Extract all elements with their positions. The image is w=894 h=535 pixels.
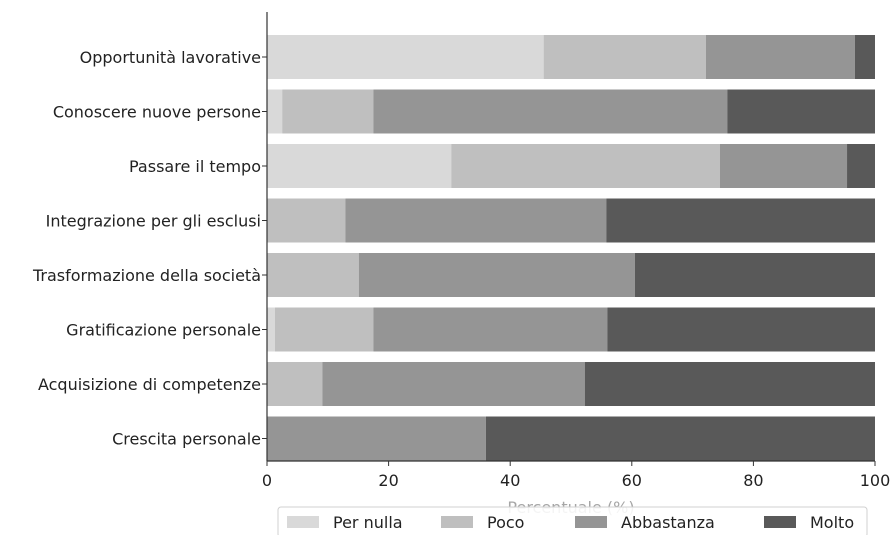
category-labels: Opportunità lavorative Conoscere nuove pe… [32, 48, 261, 449]
category-label: Acquisizione di competenze [38, 375, 261, 394]
legend-label: Poco [487, 513, 524, 532]
bar-segment [584, 362, 875, 406]
category-label: Conoscere nuove persone [53, 103, 261, 122]
x-tick-label: 40 [500, 471, 520, 490]
legend-label: Per nulla [333, 513, 403, 532]
bar-segment [274, 307, 374, 352]
bar-segment [267, 198, 346, 243]
x-tick-label: 100 [860, 471, 891, 490]
bar-segment [345, 198, 607, 243]
category-label: Integrazione per gli esclusi [46, 212, 261, 231]
bar-segment [607, 307, 875, 352]
bar-segment [267, 89, 283, 134]
bar-segment [267, 253, 359, 297]
legend-swatch [441, 516, 473, 528]
x-tick-label: 60 [622, 471, 642, 490]
bar-segment [267, 307, 275, 352]
legend-entry: Molto [764, 513, 854, 532]
legend-swatch [287, 516, 319, 528]
bar-segment [719, 144, 848, 188]
category-label: Crescita personale [112, 430, 261, 449]
bar-segment [322, 362, 585, 406]
bar-segment [543, 35, 706, 79]
axes-layer [262, 12, 876, 466]
bar-segment [267, 35, 544, 79]
bar-segment [373, 89, 728, 134]
bar-segment [854, 35, 875, 79]
legend-label: Molto [810, 513, 854, 532]
legend: Per nulla Poco Abbastanza Molto [277, 506, 868, 535]
legend-label: Abbastanza [621, 513, 715, 532]
bar-segment [267, 362, 323, 406]
x-tick-label: 80 [743, 471, 763, 490]
bar-segment [634, 253, 875, 297]
category-label: Gratificazione personale [66, 321, 261, 340]
bar-segment [373, 307, 608, 352]
bar-segment [451, 144, 720, 188]
category-label: Trasformazione della società [32, 266, 261, 285]
bar-segment [358, 253, 635, 297]
category-label: Passare il tempo [129, 157, 261, 176]
legend-box [277, 506, 868, 535]
legend-entry: Abbastanza [575, 513, 715, 532]
x-tick-label: 0 [262, 471, 272, 490]
legend-swatch [764, 516, 796, 528]
bar-segment [267, 416, 486, 461]
bar-segment [606, 198, 875, 243]
legend-entry: Per nulla [287, 513, 403, 532]
x-tick-labels: 0 20 40 60 80 100 [262, 471, 890, 490]
bars-layer [267, 35, 875, 461]
x-tick-label: 20 [378, 471, 398, 490]
bar-segment [705, 35, 855, 79]
bar-segment [847, 144, 875, 188]
bar-segment [727, 89, 875, 134]
legend-entry: Poco [441, 513, 524, 532]
legend-swatch [575, 516, 607, 528]
bar-segment [282, 89, 374, 134]
category-label: Opportunità lavorative [80, 48, 261, 67]
bar-segment [485, 416, 875, 461]
bar-segment [267, 144, 452, 188]
